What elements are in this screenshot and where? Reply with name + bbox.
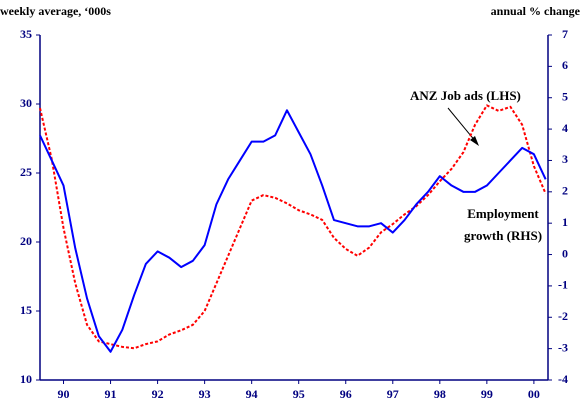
y-tick-label: 35 — [20, 27, 32, 41]
annotation: growth (RHS) — [464, 228, 542, 243]
y-tick-label: 25 — [20, 165, 32, 179]
series-line — [39, 104, 547, 350]
y2-tick-label: 7 — [562, 27, 568, 41]
x-tick-label: 97 — [387, 387, 399, 401]
y2-axis-label: annual % change — [491, 4, 581, 18]
x-tick-label: 96 — [340, 387, 352, 401]
x-tick-label: 93 — [199, 387, 211, 401]
y2-tick-label: -1 — [558, 278, 568, 292]
y2-tick-label: -2 — [558, 309, 568, 323]
y2-tick-label: 1 — [562, 215, 568, 229]
y2-tick-label: 0 — [562, 246, 568, 260]
y-tick-label: 10 — [20, 372, 32, 386]
x-tick-label: 91 — [105, 387, 117, 401]
x-tick-label: 95 — [293, 387, 305, 401]
y2-tick-label: 4 — [562, 121, 568, 135]
y2-tick-label: 2 — [562, 184, 568, 198]
series-line — [39, 109, 547, 353]
x-tick-label: 98 — [434, 387, 446, 401]
y-tick-label: 30 — [20, 96, 32, 110]
annotation: Employment — [467, 206, 539, 221]
y-axis-label: weekly average, ‘000s — [0, 4, 111, 18]
x-tick-label: 94 — [246, 387, 258, 401]
y-tick-label: 20 — [20, 234, 32, 248]
y2-tick-label: -4 — [558, 372, 568, 386]
annotation: ANZ Job ads (LHS) — [410, 88, 521, 103]
y2-tick-label: -3 — [558, 340, 568, 354]
y2-tick-label: 3 — [562, 152, 568, 166]
x-tick-label: 90 — [58, 387, 70, 401]
x-tick-label: 00 — [528, 387, 540, 401]
x-tick-label: 92 — [152, 387, 164, 401]
x-tick-label: 99 — [481, 387, 493, 401]
y2-tick-label: 6 — [562, 58, 568, 72]
y-tick-label: 15 — [20, 303, 32, 317]
annotation-arrow — [447, 107, 477, 143]
y2-tick-label: 5 — [562, 89, 568, 103]
arrow-head — [470, 136, 479, 146]
